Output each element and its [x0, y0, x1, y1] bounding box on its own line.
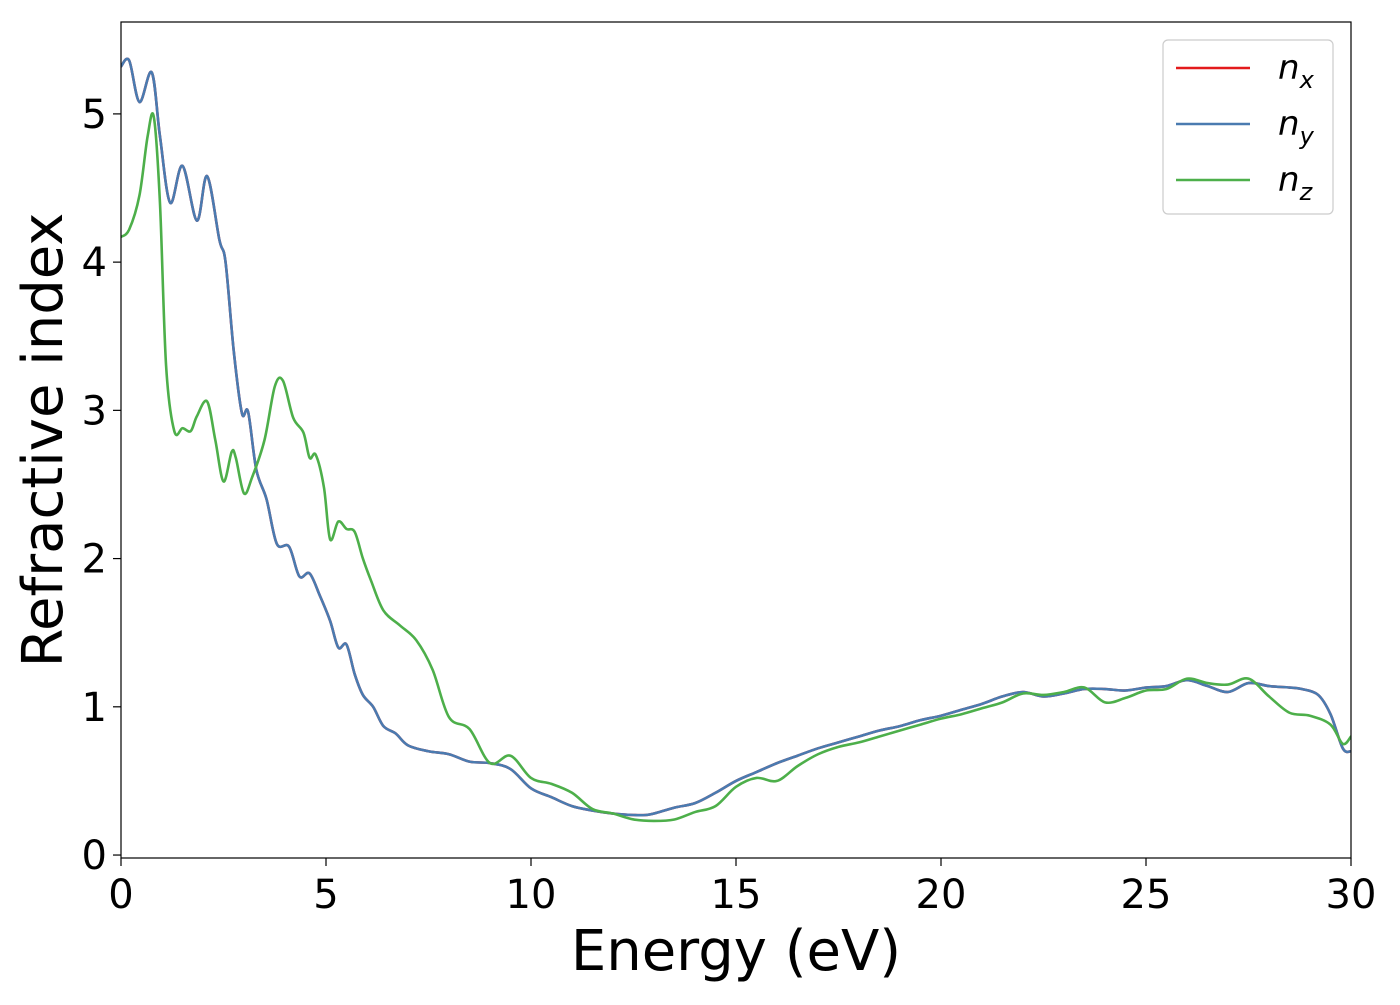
x-tick-label: 25 [1121, 872, 1172, 918]
legend-label-sub: z [1299, 178, 1314, 206]
y-tick-label: 4 [82, 240, 107, 286]
x-tick-label: 0 [108, 872, 133, 918]
legend-label-main: n [1278, 48, 1300, 88]
y-tick-label: 3 [82, 388, 107, 434]
legend-label-sub: x [1299, 66, 1315, 94]
x-tick-label: 30 [1326, 872, 1377, 918]
y-tick-label: 5 [82, 92, 107, 138]
x-tick-label: 10 [506, 872, 557, 918]
y-axis-ticks: 0 1 2 3 4 5 [82, 92, 121, 879]
x-tick-label: 20 [916, 872, 967, 918]
x-tick-label: 5 [313, 872, 338, 918]
legend-label: nx [1278, 48, 1315, 94]
series-line-n-z [121, 112, 1351, 823]
x-tick-label: 15 [711, 872, 762, 918]
legend-label-sub: y [1299, 122, 1315, 150]
series-layer [121, 57, 1351, 823]
x-axis-title: Energy (eV) [571, 919, 901, 984]
legend-label: nz [1278, 160, 1314, 206]
legend-label: ny [1278, 104, 1315, 150]
y-tick-label: 0 [82, 833, 107, 879]
y-tick-label: 2 [82, 537, 107, 583]
y-axis-title: Refractive index [11, 213, 76, 668]
legend-label-main: n [1278, 104, 1300, 144]
legend-label-main: n [1278, 160, 1300, 200]
y-tick-label: 1 [82, 685, 107, 731]
x-axis-ticks: 0 5 10 15 20 25 30 [108, 858, 1376, 918]
legend-frame [1162, 39, 1334, 215]
